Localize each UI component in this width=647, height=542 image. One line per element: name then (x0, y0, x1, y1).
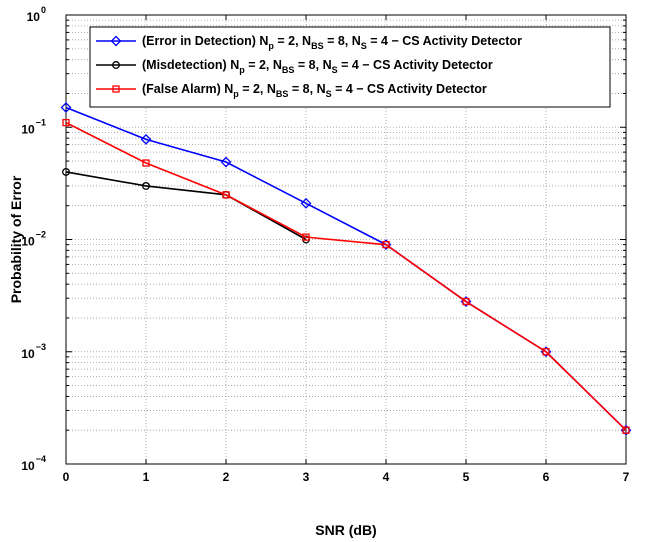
x-tick-label: 3 (303, 470, 310, 484)
series-false_alarm (62, 118, 630, 434)
series-line-false_alarm (65, 121, 627, 431)
data-point-false_alarm (302, 233, 310, 241)
x-axis-label: SNR (dB) (315, 522, 376, 538)
data-point-false_alarm (622, 426, 630, 434)
y-tick-label: 100 (27, 5, 46, 24)
data-point-false_alarm (222, 191, 230, 199)
data-point-false_alarm (142, 159, 150, 167)
data-point-false_alarm (462, 297, 470, 306)
y-tick-label: 10−3 (21, 342, 46, 361)
series-error (60, 102, 632, 436)
data-point-error (60, 102, 72, 113)
series-layer (60, 102, 632, 436)
x-tick-label: 0 (63, 470, 70, 484)
x-tick-label: 6 (543, 470, 550, 484)
legend-label-misdetection: (Misdetection) Np = 2, NBS = 8, NS = 4 −… (142, 58, 493, 75)
data-point-error (140, 133, 152, 145)
legend-marker-misdetection (112, 61, 120, 69)
legend-marker-error (110, 35, 122, 47)
x-tick-label: 2 (223, 470, 230, 484)
y-tick-label: 10−1 (21, 117, 46, 136)
data-point-misdetection (142, 181, 150, 190)
data-point-false_alarm (382, 240, 390, 249)
data-point-false_alarm (62, 118, 70, 127)
x-tick-label: 7 (623, 470, 630, 484)
legend-marker-false_alarm (112, 85, 120, 93)
series-line-misdetection (65, 171, 307, 241)
x-tick-label: 4 (383, 470, 390, 484)
y-tick-label: 10−2 (21, 230, 46, 249)
x-tick-label: 5 (463, 470, 470, 484)
legend: (Error in Detection) Np = 2, NBS = 8, NS… (89, 26, 611, 108)
legend-label-false_alarm: (False Alarm) Np = 2, NBS = 8, NS = 4 − … (142, 82, 487, 99)
series-line-error (65, 106, 627, 431)
data-point-false_alarm (542, 348, 550, 356)
data-point-misdetection (62, 167, 70, 176)
legend-label-error: (Error in Detection) Np = 2, NBS = 8, NS… (142, 34, 522, 51)
data-point-error (300, 197, 312, 209)
y-axis-label: Probability of Error (8, 175, 24, 303)
y-tick-label: 10−4 (21, 454, 46, 473)
data-point-error (220, 156, 232, 168)
legend-box (89, 26, 611, 108)
x-tick-label: 1 (143, 470, 150, 484)
